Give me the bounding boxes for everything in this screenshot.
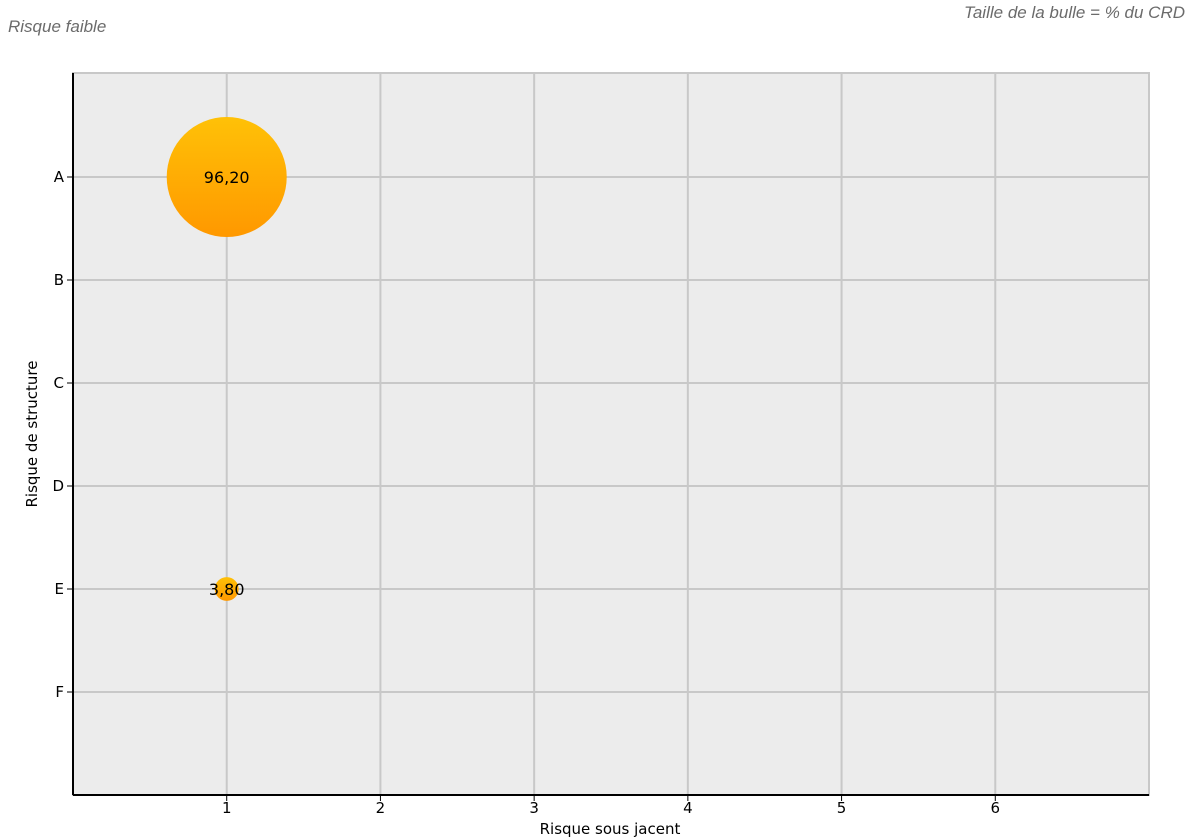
- x-tick-label: 1: [222, 799, 232, 817]
- x-tick-label: 2: [376, 799, 386, 817]
- x-tick-label: 6: [991, 799, 1001, 817]
- tick-labels: 1 2 3 4 5 6 A B C D E F: [52, 168, 1000, 817]
- y-tick-label: D: [52, 477, 64, 495]
- bubble: [166, 117, 287, 237]
- bubble-size-legend: Taille de la bulle = % du CRD: [964, 3, 1185, 22]
- y-axis-title: Risque de structure: [23, 360, 41, 507]
- bubbles: 96,20 3,80: [166, 117, 287, 601]
- x-tick-label: 4: [683, 799, 693, 817]
- y-tick-label: A: [54, 168, 65, 186]
- axes: [67, 73, 1149, 801]
- y-tick-label: C: [54, 374, 64, 392]
- bubble-value-label: 3,80: [209, 580, 245, 599]
- bubble: [214, 577, 239, 601]
- x-tick-label: 5: [837, 799, 847, 817]
- risk-level-label: Risque faible: [8, 17, 107, 36]
- x-tick-label: 3: [529, 799, 539, 817]
- y-tick-label: B: [54, 271, 64, 289]
- bubble-value-label: 96,20: [204, 168, 250, 187]
- y-tick-label: E: [55, 580, 64, 598]
- x-axis-title: Risque sous jacent: [540, 820, 681, 838]
- y-tick-label: F: [55, 683, 64, 701]
